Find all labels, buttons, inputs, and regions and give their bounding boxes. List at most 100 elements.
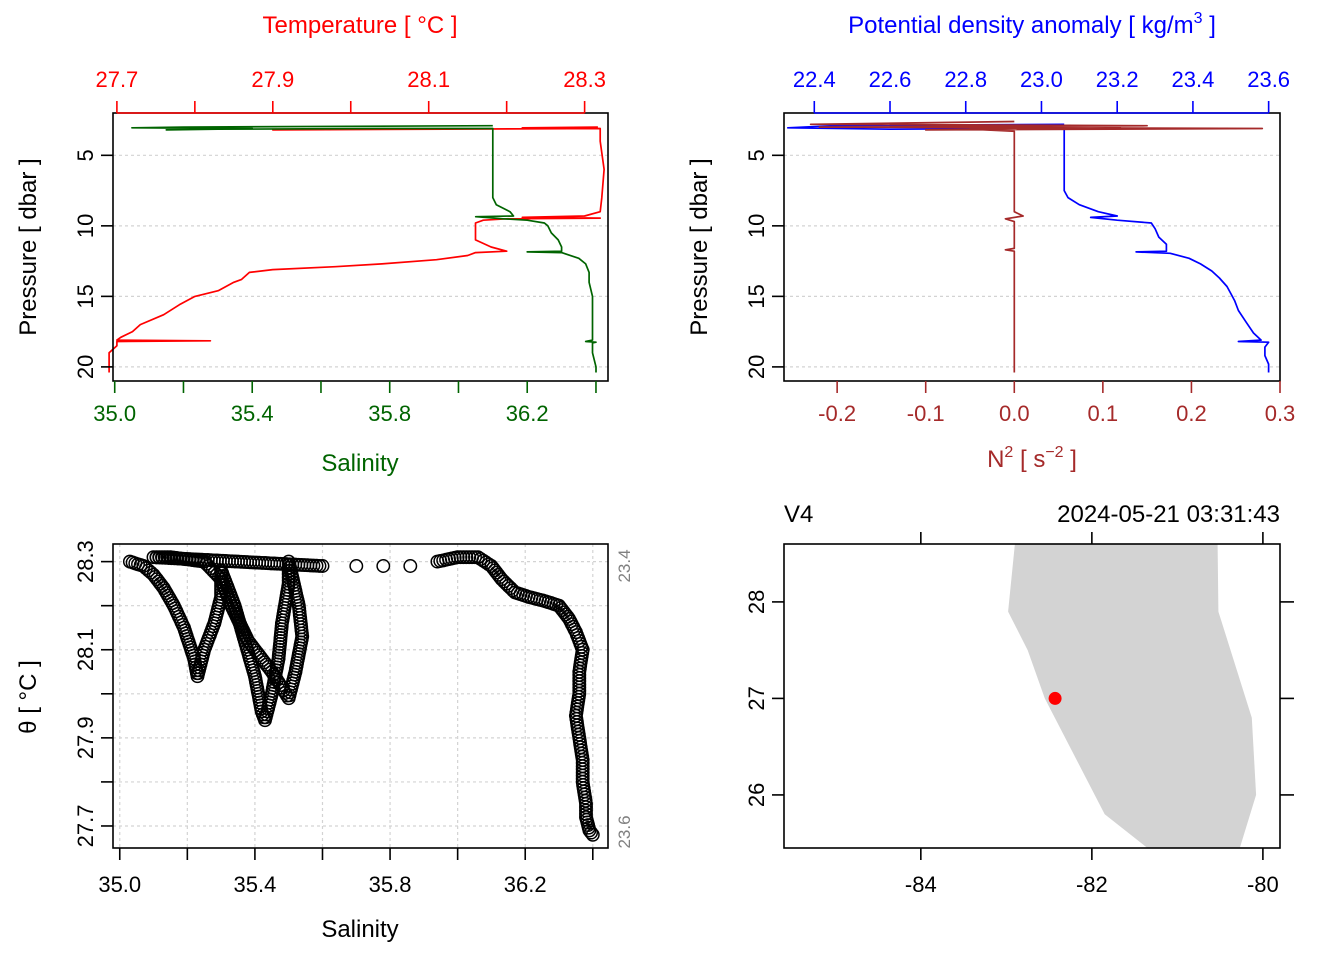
p1-bottom-tick-label: 36.2 bbox=[506, 401, 549, 426]
p2-n2-label-main: N bbox=[987, 446, 1004, 473]
p3-salinity-tick-label: 35.8 bbox=[369, 872, 412, 897]
p2-n2-label-sup2: −2 bbox=[1045, 444, 1063, 461]
p2-top-tick-label: 22.8 bbox=[944, 67, 987, 92]
p2-density-label: Potential density anomaly [ kg/m3 ] bbox=[848, 10, 1216, 39]
p3-salinity-label: Salinity bbox=[321, 916, 398, 943]
p1-top-tick-label: 28.3 bbox=[563, 67, 606, 92]
p4-lon-tick-label: -80 bbox=[1247, 872, 1279, 897]
p4-station-marker bbox=[1048, 691, 1062, 705]
p3-data-point bbox=[579, 806, 593, 821]
p4-map-area bbox=[1008, 544, 1257, 848]
p4-station-label: V4 bbox=[784, 501, 813, 528]
p1-pressure-tick-label: 20 bbox=[73, 355, 98, 379]
p2-top-tick-label: 23.6 bbox=[1247, 67, 1290, 92]
p2-top-tick-label: 23.4 bbox=[1172, 67, 1215, 92]
p2-bottom-tick-label: -0.1 bbox=[907, 401, 945, 426]
p2-n2-label: N2 [ s−2 ] bbox=[987, 444, 1077, 473]
p1-salinity-label: Salinity bbox=[321, 450, 398, 477]
p2-pressure-label: Pressure [ dbar ] bbox=[686, 158, 713, 335]
p1-pressure-tick-label: 10 bbox=[73, 214, 98, 238]
p3-data-point bbox=[585, 827, 600, 842]
p4-datetime: 2024-05-21 03:31:43 bbox=[1057, 501, 1280, 528]
p1-top-tick-label: 27.7 bbox=[95, 67, 138, 92]
p3-data-point bbox=[349, 559, 364, 573]
p3-salinity-tick-label: 35.0 bbox=[98, 872, 141, 897]
p3-theta-axis: 27.7 27.9 28.1 28.3 bbox=[73, 540, 113, 847]
p2-n2-axis: -0.2 -0.1 0.0 0.1 0.2 0.3 bbox=[818, 381, 1295, 426]
panel-station-map: -84 -82 -80 26 27 28 V4 2024-05-21 03:31:43 bbox=[744, 501, 1294, 897]
p2-pressure-tick-label: 5 bbox=[744, 149, 769, 161]
p2-grid bbox=[784, 154, 1280, 368]
p1-temperature-axis: 27.7 27.9 28.1 28.3 bbox=[95, 67, 606, 114]
p1-salinity-axis: 35.0 35.4 35.8 36.2 bbox=[93, 381, 597, 426]
p3-theta-tick-label: 27.9 bbox=[73, 716, 98, 759]
p2-pressure-tick-label: 10 bbox=[744, 214, 769, 238]
p2-pressure-tick-label: 15 bbox=[744, 284, 769, 308]
p2-top-tick-label: 23.0 bbox=[1020, 67, 1063, 92]
p4-lon-tick-label: -82 bbox=[1076, 872, 1108, 897]
p3-data-point bbox=[582, 823, 597, 838]
p1-series bbox=[108, 124, 605, 373]
p4-lon-tick-label: -84 bbox=[905, 872, 937, 897]
p3-frame bbox=[112, 543, 609, 849]
p3-data-point bbox=[579, 796, 593, 811]
p2-density-label-end: ] bbox=[1203, 12, 1216, 39]
p1-top-tick-label: 27.9 bbox=[251, 67, 294, 92]
p3-data-point bbox=[403, 559, 418, 573]
p3-theta-tick-label: 28.1 bbox=[73, 628, 98, 671]
p4-land bbox=[1008, 544, 1257, 848]
p2-series bbox=[786, 120, 1270, 373]
p1-pressure-axis: 5 10 15 20 bbox=[73, 149, 113, 379]
p2-pressure-axis: 5 10 15 20 bbox=[744, 149, 784, 379]
p3-data-point bbox=[584, 825, 599, 840]
p2-top-tick-label: 23.2 bbox=[1096, 67, 1139, 92]
p3-data-point bbox=[376, 559, 391, 573]
p2-series-n2 bbox=[809, 120, 1264, 373]
p3-isopycnal-label: 23.4 bbox=[615, 549, 634, 582]
p3-theta-tick-label: 27.7 bbox=[73, 805, 98, 848]
p2-bottom-tick-label: 0.2 bbox=[1176, 401, 1207, 426]
p1-series-salinity bbox=[131, 124, 597, 373]
p1-grid bbox=[113, 154, 608, 368]
p1-bottom-tick-label: 35.0 bbox=[93, 401, 136, 426]
p2-n2-label-mid: [ s bbox=[1013, 446, 1045, 473]
p2-frame bbox=[783, 112, 1281, 382]
p1-bottom-tick-label: 35.8 bbox=[368, 401, 411, 426]
p1-pressure-tick-label: 5 bbox=[73, 149, 98, 161]
p3-data-point bbox=[503, 581, 518, 596]
p2-density-axis: 22.4 22.6 22.8 23.0 23.2 23.4 23.6 bbox=[793, 67, 1290, 114]
p2-bottom-tick-label: 0.1 bbox=[1088, 401, 1119, 426]
p1-pressure-label: Pressure [ dbar ] bbox=[15, 158, 42, 335]
p3-salinity-tick-label: 36.2 bbox=[504, 872, 547, 897]
p2-bottom-tick-label: -0.2 bbox=[818, 401, 856, 426]
panel-ts-diagram: 22.422.622.82323.223.423.6 35.035.435.83… bbox=[15, 540, 634, 943]
p4-lat-tick-label: 27 bbox=[744, 686, 769, 710]
panel-density-profile: 22.4 22.6 22.8 23.0 23.2 23.4 23.6 -0.2 -0.1 0.0… bbox=[686, 10, 1295, 473]
p3-salinity-tick-label: 35.4 bbox=[233, 872, 276, 897]
p3-data-point bbox=[244, 638, 259, 653]
p3-grid bbox=[113, 544, 608, 848]
p4-lat-tick-label: 28 bbox=[744, 590, 769, 614]
p2-top-tick-label: 22.6 bbox=[869, 67, 912, 92]
p2-density-label-sup: 3 bbox=[1194, 10, 1203, 27]
p3-isopycnal-labels: 22.422.622.82323.223.423.6 bbox=[615, 549, 634, 848]
p3-data-point bbox=[153, 576, 168, 591]
p1-series-temperature bbox=[108, 126, 605, 373]
panel-ts-profile: 27.7 27.9 28.1 28.3 35.0 35.4 35.8 36.2 5 10 15 2… bbox=[15, 12, 609, 477]
p3-theta-label: θ [ °C ] bbox=[15, 660, 42, 734]
p2-pressure-tick-label: 20 bbox=[744, 355, 769, 379]
p4-frame bbox=[783, 543, 1281, 849]
p2-bottom-tick-label: 0.0 bbox=[999, 401, 1030, 426]
p4-axes: -84 -82 -80 26 27 28 bbox=[744, 532, 1294, 897]
p3-theta-tick-label: 28.3 bbox=[73, 540, 98, 583]
p4-lat-tick-label: 26 bbox=[744, 783, 769, 807]
p2-density-label-main: Potential density anomaly [ kg/m bbox=[848, 12, 1194, 39]
p3-isopycnal-label: 23.6 bbox=[615, 815, 634, 848]
p3-salinity-axis: 35.0 35.4 35.8 36.2 bbox=[98, 848, 594, 897]
p3-points bbox=[122, 550, 600, 842]
p2-bottom-tick-label: 0.3 bbox=[1265, 401, 1296, 426]
p1-bottom-tick-label: 35.4 bbox=[231, 401, 274, 426]
p2-top-tick-label: 22.4 bbox=[793, 67, 836, 92]
p2-n2-label-sup: 2 bbox=[1004, 444, 1013, 461]
